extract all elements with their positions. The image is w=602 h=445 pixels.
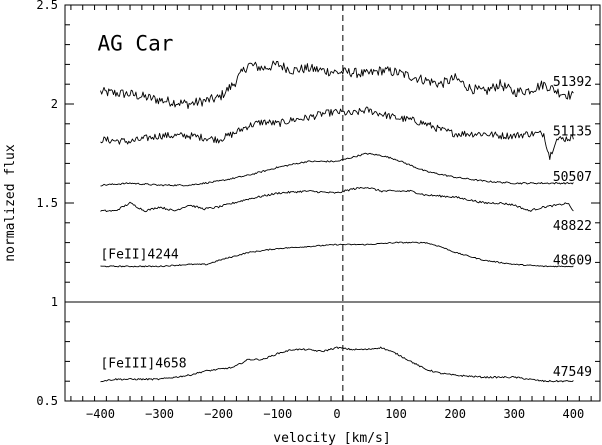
epoch-label-48822: 48822 [553,219,592,234]
y-tick-label: 0.5 [36,394,58,408]
y-tick-label: 1.5 [36,196,58,210]
x-tick-label: −400 [86,407,115,421]
epoch-label-51392: 51392 [553,75,592,90]
epoch-label-51135: 51135 [553,125,592,140]
epoch-labels: 51392 51135 50507 48822 48609 47549 [553,75,592,380]
x-tick-label: 200 [444,407,466,421]
plot-frame [64,4,601,402]
axis-ticks: −400 −300 −200 −100 0 100 200 300 400 0.5 1 1.5 2 2.5 [36,0,600,421]
spectrum-48822 [100,186,574,213]
annotations: AG Car [FeII]4244 [FeIII]4658 [98,32,187,372]
epoch-label-50507: 50507 [553,170,592,185]
line-id-annotation: [FeIII]4658 [100,356,186,371]
epoch-label-48609: 48609 [553,253,592,268]
y-tick-label: 2 [51,97,58,111]
x-tick-label: 400 [563,407,585,421]
spectrum-48609 [100,241,574,268]
spectra-series [100,60,574,383]
star-name-annotation: AG Car [98,32,174,56]
y-axis-label: normalized flux [3,144,18,262]
spectrum-51392 [100,60,574,110]
y-tick-label: 1 [51,295,58,309]
spectrum-47549 [100,346,574,383]
x-tick-label: 0 [333,407,340,421]
x-tick-label: 100 [385,407,407,421]
reference-lines [65,5,600,401]
y-tick-label: 2.5 [36,0,58,12]
epoch-label-47549: 47549 [553,365,592,380]
x-tick-label: −100 [263,407,292,421]
x-tick-label: 300 [503,407,525,421]
line-id-annotation: [FeII]4244 [100,247,178,262]
spectrum-50507 [100,152,574,187]
spectrum-51135 [100,106,574,160]
x-tick-label: −300 [145,407,174,421]
x-tick-label: −200 [204,407,233,421]
x-axis-label: velocity [km/s] [273,431,390,445]
